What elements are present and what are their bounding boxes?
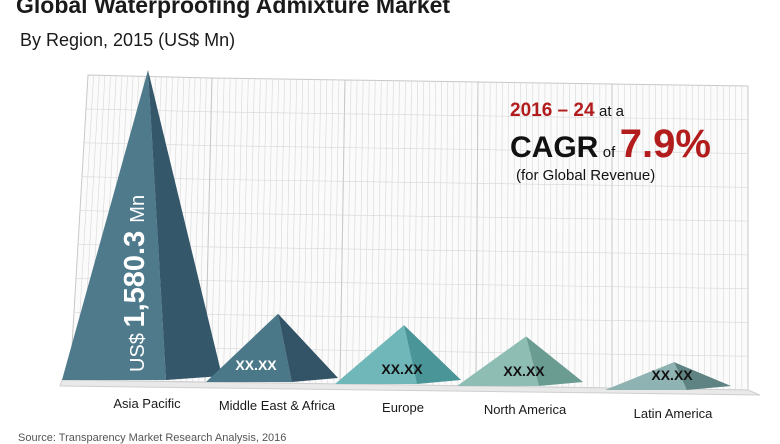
- value-label: XX.XX: [651, 367, 693, 383]
- value-label: XX.XX: [235, 357, 277, 373]
- chart-title: Global Waterproofing Admixture Market: [16, 0, 450, 19]
- value-label: XX.XX: [503, 363, 545, 379]
- chart-subtitle: By Region, 2015 (US$ Mn): [20, 30, 235, 51]
- cagr-value: 7.9%: [620, 122, 711, 166]
- category-label: Latin America: [634, 406, 714, 421]
- category-label: North America: [484, 402, 567, 417]
- category-label: Europe: [382, 400, 424, 415]
- cagr-of: of: [603, 144, 616, 161]
- cagr-note: (for Global Revenue): [516, 167, 750, 184]
- cagr-period: 2016 – 24: [510, 100, 595, 121]
- category-label: Asia Pacific: [113, 396, 181, 411]
- category-label: Middle East & Africa: [219, 398, 336, 413]
- source-note: Source: Transparency Market Research Ana…: [18, 432, 286, 444]
- cagr-at-a: at a: [599, 103, 624, 120]
- cagr-annotation: 2016 – 24 at a CAGR of 7.9% (for Global …: [510, 100, 750, 184]
- value-label: XX.XX: [381, 361, 423, 377]
- cagr-label: CAGR: [510, 131, 598, 164]
